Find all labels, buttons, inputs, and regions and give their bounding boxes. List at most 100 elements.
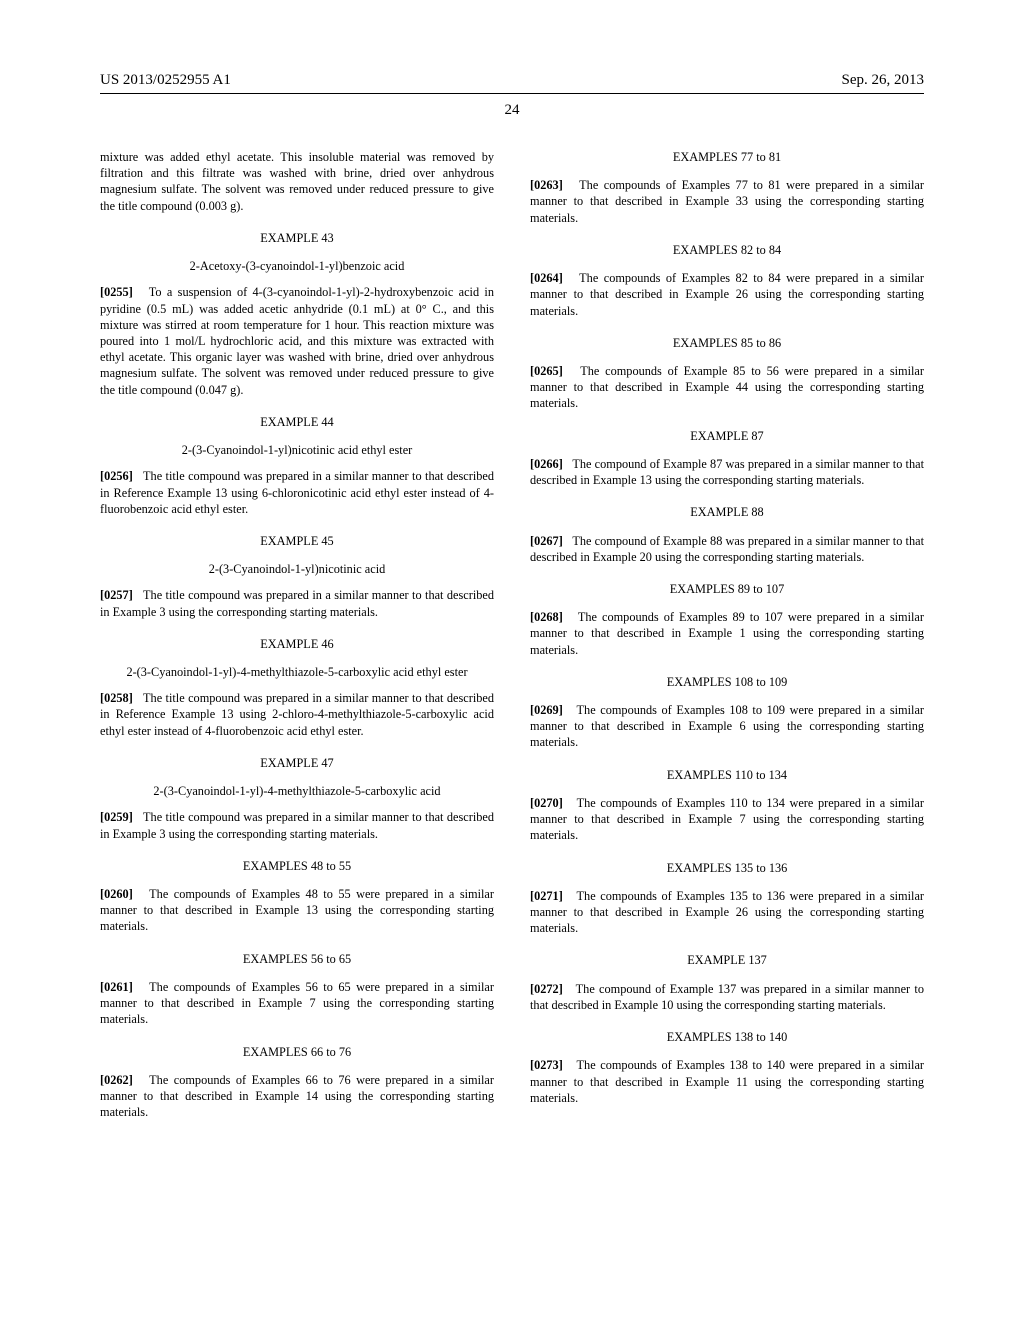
para-text-0270: The compounds of Examples 110 to 134 wer… [530, 796, 924, 842]
example-47-title: 2-(3-Cyanoindol-1-yl)-4-methylthiazole-5… [100, 783, 494, 799]
para-num-0265: [0265] [530, 364, 563, 378]
paragraph-0255: [0255] To a suspension of 4-(3-cyanoindo… [100, 284, 494, 398]
examples-48-55-heading: EXAMPLES 48 to 55 [100, 858, 494, 874]
para-num-0262: [0262] [100, 1073, 133, 1087]
examples-110-134-heading: EXAMPLES 110 to 134 [530, 767, 924, 783]
paragraph-0269: [0269] The compounds of Examples 108 to … [530, 702, 924, 751]
para-num-0267: [0267] [530, 534, 563, 548]
para-num-0261: [0261] [100, 980, 133, 994]
example-47-block: EXAMPLE 47 2-(3-Cyanoindol-1-yl)-4-methy… [100, 755, 494, 842]
para-text-0265: The compounds of Example 85 to 56 were p… [530, 364, 924, 410]
examples-135-136-heading: EXAMPLES 135 to 136 [530, 860, 924, 876]
header-date: Sep. 26, 2013 [842, 72, 925, 89]
examples-77-81-block: EXAMPLES 77 to 81 [0263] The compounds o… [530, 149, 924, 226]
examples-82-84-block: EXAMPLES 82 to 84 [0264] The compounds o… [530, 242, 924, 319]
examples-82-84-heading: EXAMPLES 82 to 84 [530, 242, 924, 258]
paragraph-0265: [0265] The compounds of Example 85 to 56… [530, 363, 924, 412]
paragraph-0264: [0264] The compounds of Examples 82 to 8… [530, 270, 924, 319]
para-text-0255: To a suspension of 4-(3-cyanoindol-1-yl)… [100, 285, 494, 396]
para-num-0258: [0258] [100, 691, 133, 705]
example-88-block: EXAMPLE 88 [0267] The compound of Exampl… [530, 504, 924, 565]
body-columns: mixture was added ethyl acetate. This in… [100, 149, 924, 1123]
examples-66-76-heading: EXAMPLES 66 to 76 [100, 1044, 494, 1060]
paragraph-0266: [0266] The compound of Example 87 was pr… [530, 456, 924, 488]
page-number: 24 [100, 102, 924, 119]
para-num-0257: [0257] [100, 588, 133, 602]
para-num-0271: [0271] [530, 889, 563, 903]
para-num-0269: [0269] [530, 703, 563, 717]
examples-108-109-heading: EXAMPLES 108 to 109 [530, 674, 924, 690]
paragraph-0271: [0271] The compounds of Examples 135 to … [530, 888, 924, 937]
para-text-0263: The compounds of Examples 77 to 81 were … [530, 178, 924, 224]
header-rule [100, 93, 924, 94]
para-text-0259: The title compound was prepared in a sim… [100, 810, 494, 840]
para-text-0258: The title compound was prepared in a sim… [100, 691, 494, 737]
para-num-0259: [0259] [100, 810, 133, 824]
examples-56-65-block: EXAMPLES 56 to 65 [0261] The compounds o… [100, 951, 494, 1028]
para-text-0262: The compounds of Examples 66 to 76 were … [100, 1073, 494, 1119]
example-44-title: 2-(3-Cyanoindol-1-yl)nicotinic acid ethy… [100, 442, 494, 458]
paragraph-0272: [0272] The compound of Example 137 was p… [530, 981, 924, 1013]
para-num-0256: [0256] [100, 469, 133, 483]
para-text-0256: The title compound was prepared in a sim… [100, 469, 494, 515]
para-text-0268: The compounds of Examples 89 to 107 were… [530, 610, 924, 656]
example-137-block: EXAMPLE 137 [0272] The compound of Examp… [530, 952, 924, 1013]
examples-85-86-block: EXAMPLES 85 to 86 [0265] The compounds o… [530, 335, 924, 412]
examples-138-140-block: EXAMPLES 138 to 140 [0273] The compounds… [530, 1029, 924, 1106]
para-num-0272: [0272] [530, 982, 563, 996]
para-num-0255: [0255] [100, 285, 133, 299]
para-text-0271: The compounds of Examples 135 to 136 wer… [530, 889, 924, 935]
para-text-0261: The compounds of Examples 56 to 65 were … [100, 980, 494, 1026]
example-137-heading: EXAMPLE 137 [530, 952, 924, 968]
para-num-0266: [0266] [530, 457, 563, 471]
header-publication-number: US 2013/0252955 A1 [100, 72, 231, 89]
examples-77-81-heading: EXAMPLES 77 to 81 [530, 149, 924, 165]
example-87-heading: EXAMPLE 87 [530, 428, 924, 444]
examples-110-134-block: EXAMPLES 110 to 134 [0270] The compounds… [530, 767, 924, 844]
examples-66-76-block: EXAMPLES 66 to 76 [0262] The compounds o… [100, 1044, 494, 1121]
para-num-0270: [0270] [530, 796, 563, 810]
example-46-block: EXAMPLE 46 2-(3-Cyanoindol-1-yl)-4-methy… [100, 636, 494, 739]
paragraph-0270: [0270] The compounds of Examples 110 to … [530, 795, 924, 844]
para-text-0260: The compounds of Examples 48 to 55 were … [100, 887, 494, 933]
examples-89-107-block: EXAMPLES 89 to 107 [0268] The compounds … [530, 581, 924, 658]
para-text-0273: The compounds of Examples 138 to 140 wer… [530, 1058, 924, 1104]
examples-89-107-heading: EXAMPLES 89 to 107 [530, 581, 924, 597]
paragraph-0263: [0263] The compounds of Examples 77 to 8… [530, 177, 924, 226]
para-num-0263: [0263] [530, 178, 563, 192]
para-num-0260: [0260] [100, 887, 133, 901]
paragraph-0256: [0256] The title compound was prepared i… [100, 468, 494, 517]
examples-138-140-heading: EXAMPLES 138 to 140 [530, 1029, 924, 1045]
example-43-heading: EXAMPLE 43 [100, 230, 494, 246]
example-44-heading: EXAMPLE 44 [100, 414, 494, 430]
examples-56-65-heading: EXAMPLES 56 to 65 [100, 951, 494, 967]
examples-135-136-block: EXAMPLES 135 to 136 [0271] The compounds… [530, 860, 924, 937]
example-88-heading: EXAMPLE 88 [530, 504, 924, 520]
page-header: US 2013/0252955 A1 Sep. 26, 2013 [100, 72, 924, 89]
page-container: US 2013/0252955 A1 Sep. 26, 2013 24 mixt… [0, 0, 1024, 1320]
paragraph-0261: [0261] The compounds of Examples 56 to 6… [100, 979, 494, 1028]
para-num-0264: [0264] [530, 271, 563, 285]
paragraph-0260: [0260] The compounds of Examples 48 to 5… [100, 886, 494, 935]
paragraph-0258: [0258] The title compound was prepared i… [100, 690, 494, 739]
example-46-title: 2-(3-Cyanoindol-1-yl)-4-methylthiazole-5… [100, 664, 494, 680]
paragraph-0267: [0267] The compound of Example 88 was pr… [530, 533, 924, 565]
paragraph-0259: [0259] The title compound was prepared i… [100, 809, 494, 841]
para-text-0264: The compounds of Examples 82 to 84 were … [530, 271, 924, 317]
para-num-0268: [0268] [530, 610, 563, 624]
paragraph-0257: [0257] The title compound was prepared i… [100, 587, 494, 619]
example-45-block: EXAMPLE 45 2-(3-Cyanoindol-1-yl)nicotini… [100, 533, 494, 620]
para-text-0269: The compounds of Examples 108 to 109 wer… [530, 703, 924, 749]
para-text-0267: The compound of Example 88 was prepared … [530, 534, 924, 564]
example-47-heading: EXAMPLE 47 [100, 755, 494, 771]
examples-108-109-block: EXAMPLES 108 to 109 [0269] The compounds… [530, 674, 924, 751]
para-num-0273: [0273] [530, 1058, 563, 1072]
para-text-0272: The compound of Example 137 was prepared… [530, 982, 924, 1012]
paragraph-0273: [0273] The compounds of Examples 138 to … [530, 1057, 924, 1106]
paragraph-0262: [0262] The compounds of Examples 66 to 7… [100, 1072, 494, 1121]
example-43-block: EXAMPLE 43 2-Acetoxy-(3-cyanoindol-1-yl)… [100, 230, 494, 398]
examples-85-86-heading: EXAMPLES 85 to 86 [530, 335, 924, 351]
example-44-block: EXAMPLE 44 2-(3-Cyanoindol-1-yl)nicotini… [100, 414, 494, 517]
example-46-heading: EXAMPLE 46 [100, 636, 494, 652]
continuation-paragraph: mixture was added ethyl acetate. This in… [100, 149, 494, 214]
